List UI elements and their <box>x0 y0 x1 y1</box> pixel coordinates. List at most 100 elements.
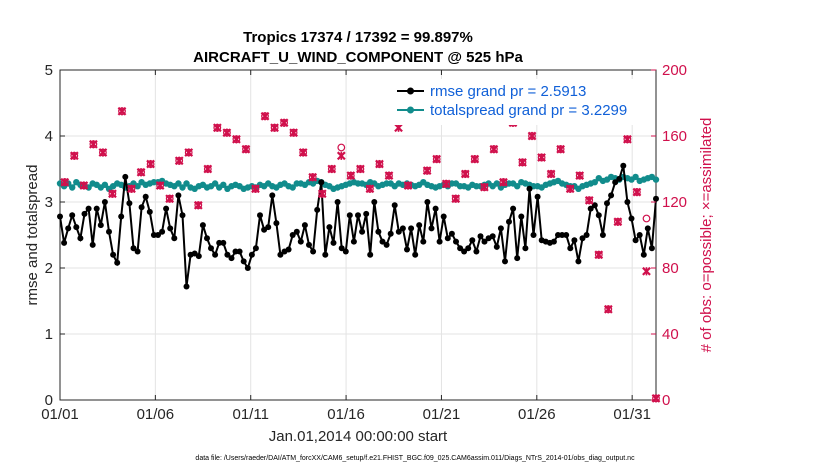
rmse-point <box>534 193 541 200</box>
rmse-point <box>563 232 570 238</box>
rmse-point <box>375 228 382 235</box>
obs-assimilated-marker <box>146 159 155 169</box>
obs-assimilated-marker <box>317 189 327 199</box>
plot-frame <box>59 69 657 401</box>
rmse-point <box>232 248 239 255</box>
rmse-point <box>453 238 459 245</box>
obs-assimilated-marker <box>251 184 260 194</box>
obs-assimilated-marker <box>346 171 356 180</box>
rmse-point <box>199 222 206 229</box>
rmse-point <box>432 205 439 212</box>
rmse-point <box>118 213 125 220</box>
y-right-tick-label: 0 <box>662 392 670 409</box>
totalspread-point <box>591 179 598 186</box>
rmse-point <box>436 238 443 245</box>
obs-assimilated-marker <box>460 169 470 179</box>
totalspread-point <box>289 184 296 191</box>
rmse-point <box>624 199 631 205</box>
rmse-point <box>591 202 598 209</box>
obs-assimilated-marker <box>422 166 432 176</box>
y-tick-label: 0 <box>45 392 53 409</box>
obs-assimilated-marker <box>184 148 194 157</box>
totalspread-point <box>134 183 141 190</box>
y-right-tick-label: 80 <box>662 260 679 277</box>
obs-assimilated-marker <box>270 123 279 133</box>
rmse-point <box>579 235 586 242</box>
obs-assimilated-marker <box>594 250 604 260</box>
x-tick-label: 01/11 <box>233 406 269 423</box>
rmse-point <box>326 224 333 231</box>
rmse-point <box>69 212 76 219</box>
chart-subtitle: AIRCRAFT_U_WIND_COMPONENT @ 525 hPa <box>193 49 523 66</box>
obs-assimilated-marker <box>651 393 661 403</box>
rmse-point <box>248 251 255 258</box>
rmse-point <box>285 246 292 253</box>
obs-assimilated-marker <box>375 159 384 169</box>
rmse-point <box>608 192 615 199</box>
rmse-point <box>399 225 406 232</box>
rmse-point <box>257 212 263 219</box>
rmse-point <box>212 251 219 258</box>
rmse-point <box>346 212 353 219</box>
rmse-point <box>469 237 476 244</box>
rmse-point <box>269 192 276 199</box>
obs-assimilated-marker <box>384 171 394 180</box>
x-tick-label: 01/21 <box>423 406 461 423</box>
rmse-point <box>273 220 280 227</box>
rmse-point <box>310 248 317 255</box>
obs-assimilated-marker <box>623 134 632 144</box>
rmse-point <box>632 237 639 244</box>
rmse-point <box>387 230 394 237</box>
rmse-point <box>636 232 643 238</box>
obs-assimilated-marker <box>565 184 575 194</box>
rmse-point <box>359 228 366 235</box>
rmse-point <box>481 238 488 245</box>
x-tick-label: 01/16 <box>327 406 365 423</box>
rmse-point <box>228 255 235 262</box>
obs-assimilated-marker <box>556 144 566 154</box>
totalspread-point <box>101 181 109 188</box>
obs-assimilated-marker <box>117 106 127 116</box>
rmse-point <box>424 199 431 205</box>
rmse-point <box>314 206 321 213</box>
obs-assimilated-marker <box>327 164 337 174</box>
totalspread-point <box>69 184 76 191</box>
rmse-point <box>640 251 647 258</box>
tick-layer: 01/01 01/06 01/11 01/16 01/21 01/26 01/31 0 1 2 3 4… <box>41 62 687 423</box>
rmse-point <box>444 235 451 242</box>
rmse-point <box>583 232 590 238</box>
obs-assimilated-marker <box>499 177 508 187</box>
obs-assimilated-marker <box>489 144 499 154</box>
y-right-tick-label: 120 <box>662 194 687 211</box>
rmse-point <box>559 232 566 238</box>
rmse-point <box>575 258 582 265</box>
rmse-point <box>146 208 153 215</box>
obs-assimilated-marker <box>642 266 651 276</box>
rmse-point <box>477 233 484 240</box>
rmse-point <box>526 185 533 192</box>
obs-assimilated-marker <box>241 144 251 154</box>
legend-label-rmse: rmse grand pr = 2.5913 <box>430 83 586 100</box>
rmse-point <box>550 238 557 245</box>
rmse-point <box>522 245 529 252</box>
totalspread-point <box>179 184 186 191</box>
y-right-tick-label: 200 <box>662 62 687 79</box>
obs-assimilated-marker <box>403 181 413 190</box>
rmse-point <box>502 258 508 265</box>
rmse-point <box>175 192 182 199</box>
rmse-point <box>57 213 63 220</box>
rmse-point <box>277 251 284 258</box>
rmse-point <box>77 235 84 242</box>
rmse-point <box>412 251 419 258</box>
obs-assimilated-marker <box>308 172 318 182</box>
rmse-point <box>506 218 512 225</box>
rmse-point <box>110 251 117 258</box>
obs-assimilated-marker <box>603 304 613 314</box>
rmse-point <box>89 241 96 248</box>
obs-assimilated-marker <box>174 156 184 166</box>
obs-assimilated-marker <box>79 181 89 190</box>
legend-box <box>392 79 654 125</box>
rmse-point <box>93 205 100 212</box>
rmse-point <box>567 245 574 252</box>
rmse-point <box>289 232 296 238</box>
